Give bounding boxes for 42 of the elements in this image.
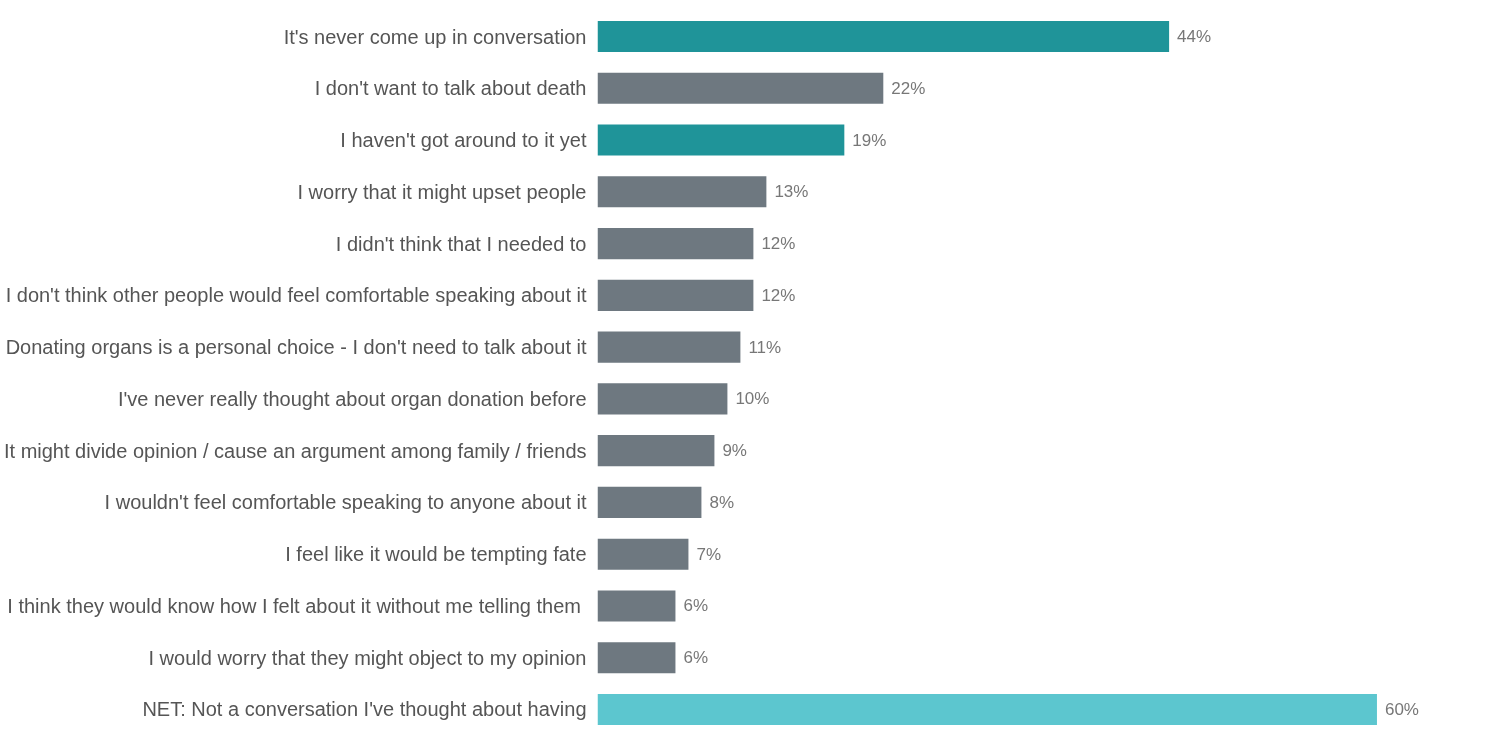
y-tick-label: I don't want to talk about death	[314, 77, 587, 100]
bar	[597, 21, 1170, 53]
bar	[597, 693, 1377, 725]
y-tick-label: It's never come up in conversation	[283, 25, 587, 48]
data-label: 10%	[735, 389, 770, 409]
bar	[597, 486, 702, 518]
y-tick-label: Donating organs is a personal choice - I don't need to talk about it	[5, 336, 587, 359]
data-label: 7%	[696, 544, 722, 564]
bar	[597, 642, 676, 674]
bar	[597, 124, 845, 156]
data-label: 8%	[709, 492, 735, 512]
data-label: 44%	[1177, 27, 1212, 47]
bar	[597, 435, 715, 467]
y-tick-label: It might divide opinion / cause an argument among family / friends	[3, 439, 587, 462]
y-tick-label: I wouldn't feel comfortable speaking to anyone about it	[104, 491, 587, 514]
bar	[597, 176, 767, 208]
y-tick-label: I haven't got around to it yet	[340, 129, 587, 152]
y-tick-label: I've never really thought about organ donation before	[117, 387, 587, 410]
data-label: 12%	[761, 285, 796, 305]
bar	[597, 279, 754, 311]
y-tick-label: NET: Not a conversation I've thought about having	[142, 698, 587, 721]
y-tick-label: I would worry that they might object to my opinion	[148, 646, 587, 669]
bar	[597, 538, 689, 570]
data-label: 60%	[1384, 699, 1419, 719]
y-tick-label: I feel like it would be tempting fate	[285, 543, 587, 566]
y-tick-label: I don't think other people would feel comfortable speaking about it	[5, 284, 587, 307]
bar	[597, 383, 728, 415]
data-label: 22%	[891, 78, 926, 98]
data-label: 11%	[748, 337, 782, 357]
data-label: 12%	[761, 234, 796, 254]
data-label: 6%	[683, 596, 709, 616]
y-tick-label: I worry that it might upset people	[297, 180, 587, 203]
data-label: 6%	[683, 648, 709, 668]
data-label: 19%	[852, 130, 887, 150]
y-tick-label: I didn't think that I needed to	[335, 232, 587, 255]
y-tick-label: I think they would know how I felt about it without me telling them	[7, 594, 581, 617]
data-label: 9%	[722, 441, 747, 461]
bar	[597, 331, 741, 363]
bar	[597, 72, 884, 104]
bar	[597, 590, 676, 622]
data-label: 13%	[774, 182, 809, 202]
bar	[597, 228, 754, 260]
